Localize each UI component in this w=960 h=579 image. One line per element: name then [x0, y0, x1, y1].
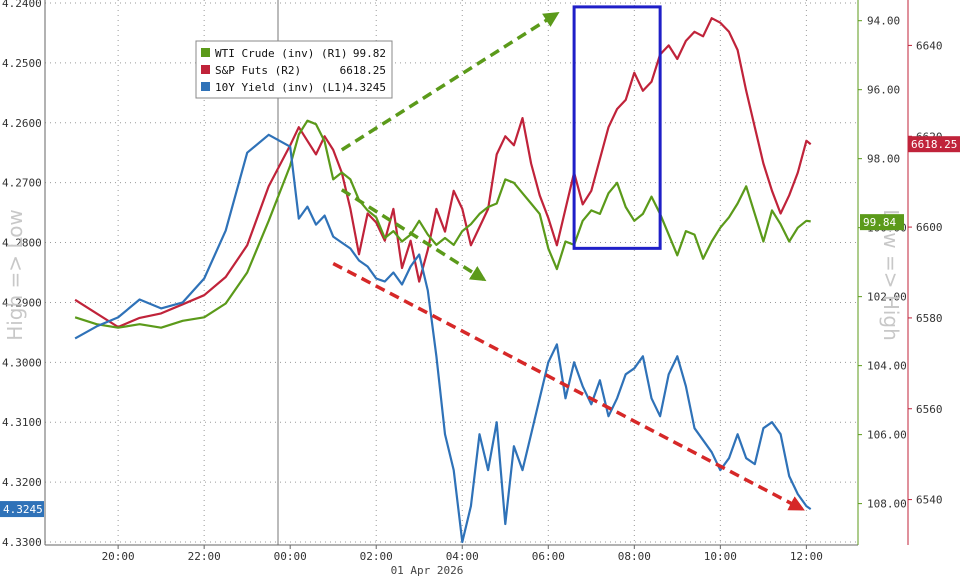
x-tick-label: 20:00 [102, 550, 135, 563]
x-tick-label: 08:00 [618, 550, 651, 563]
x-tick-label: 06:00 [532, 550, 565, 563]
right-2-tick-label: 6540 [916, 494, 943, 507]
legend-value-10y: 4.3245 [346, 81, 386, 94]
legend-label-wti: WTI Crude (inv) (R1) [215, 47, 347, 60]
x-tick-label: 22:00 [188, 550, 221, 563]
legend-label-10y: 10Y Yield (inv) (L1) [215, 81, 347, 94]
legend-box [195, 40, 393, 99]
left-axis-ticks: 4.2400 4.2500 4.2600 4.2700 4.2800 4.2900 4.30… [2, 0, 42, 549]
right-2-tick-label: 6640 [916, 39, 943, 52]
dashed-arrow [340, 188, 487, 282]
x-tick-label: 10:00 [704, 550, 737, 563]
dashed-arrow [332, 261, 805, 511]
legend-swatch-spx [201, 65, 210, 74]
right-axis-side-label: Low => High [879, 209, 903, 341]
tag-spx-text: 6618.25 [911, 138, 957, 151]
legend-label-spx: S&P Futs (R2) [215, 64, 301, 77]
right-2-tick-label: 6560 [916, 403, 943, 416]
left-tick-label: 4.2700 [2, 177, 42, 190]
right-axis-1-ticks: 94.0096.0098.00100.00102.00104.00106.001… [858, 15, 907, 511]
right-1-tick-label: 106.00 [867, 429, 907, 442]
right-1-tick-label: 102.00 [867, 291, 907, 304]
x-tick-label: 00:00 [274, 550, 307, 563]
x-axis-ticks: 20:00 22:00 00:00 02:00 04:00 06:00 08:00 10:00… [102, 545, 823, 563]
left-tick-label: 4.3300 [2, 536, 42, 549]
right-2-tick-label: 6580 [916, 312, 943, 325]
series-line-10y [74, 133, 812, 544]
left-axis-side-label: High => Low [3, 209, 27, 341]
highlight-box [572, 5, 662, 250]
date-label: 01 Apr 2026 [391, 564, 464, 577]
right-1-tick-label: 98.00 [867, 153, 900, 166]
right-1-tick-label: 94.00 [867, 15, 900, 28]
x-tick-label: 02:00 [360, 550, 393, 563]
left-tick-label: 4.3000 [2, 356, 42, 369]
right-1-tick-label: 104.00 [867, 360, 907, 373]
left-tick-label: 4.2900 [2, 296, 42, 309]
series-line-spx [74, 17, 812, 329]
tag-spx-bg [908, 136, 960, 153]
left-tick-label: 4.2800 [2, 237, 42, 250]
legend-value-spx: 6618.25 [340, 64, 386, 77]
x-tick-label: 04:00 [446, 550, 479, 563]
tag-wti-text: 99.84 [863, 216, 896, 229]
legend-swatch-10y [201, 82, 210, 91]
left-tick-label: 4.3200 [2, 476, 42, 489]
tag-10y-bg [0, 501, 44, 518]
annotation-layer [332, 5, 805, 511]
tag-10y-text: 4.3245 [3, 503, 43, 516]
legend-value-wti: 99.82 [353, 47, 386, 60]
right-1-tick-label: 108.00 [867, 498, 907, 511]
left-tick-label: 4.2600 [2, 117, 42, 130]
x-tick-label: 12:00 [790, 550, 823, 563]
right-2-tick-label: 6600 [916, 221, 943, 234]
left-tick-label: 4.3100 [2, 416, 42, 429]
legend-swatch-wti [201, 48, 210, 57]
series-layer [74, 17, 812, 544]
dashed-arrow [340, 11, 560, 152]
left-tick-label: 4.2500 [2, 57, 42, 70]
tag-wti-bg [860, 214, 904, 231]
left-tick-label: 4.2400 [2, 0, 42, 10]
right-1-tick-label: 96.00 [867, 84, 900, 97]
current-value-tags: 4.3245 99.84 6618.25 [0, 136, 960, 518]
series-line-wti [74, 119, 811, 329]
legend: WTI Crude (inv) (R1) 99.82 S&P Futs (R2)… [195, 40, 393, 99]
